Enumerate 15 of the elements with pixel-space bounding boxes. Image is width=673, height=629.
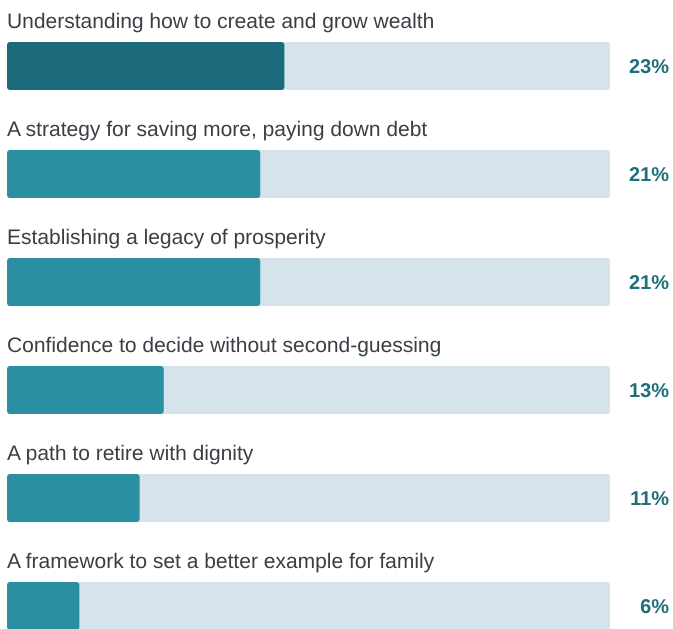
- bar: [7, 474, 140, 522]
- data-label: 6%: [640, 596, 670, 618]
- y-tick-label: Understanding how to create and grow wealth: [7, 10, 434, 33]
- y-tick-label: Establishing a legacy of prosperity: [7, 226, 326, 249]
- y-tick-label: Confidence to decide without second-guessing: [7, 334, 442, 357]
- y-tick-label: A strategy for saving more, paying down debt: [7, 118, 428, 141]
- bar: [7, 366, 164, 414]
- data-label: 23%: [628, 56, 670, 78]
- data-label: 11%: [630, 488, 670, 510]
- data-label: 21%: [628, 164, 670, 186]
- data-label: 13%: [628, 380, 670, 402]
- bar: [7, 582, 80, 629]
- data-label: 21%: [628, 272, 670, 294]
- y-tick-label: A framework to set a better example for family: [7, 550, 435, 573]
- y-tick-label: A path to retire with dignity: [7, 442, 254, 465]
